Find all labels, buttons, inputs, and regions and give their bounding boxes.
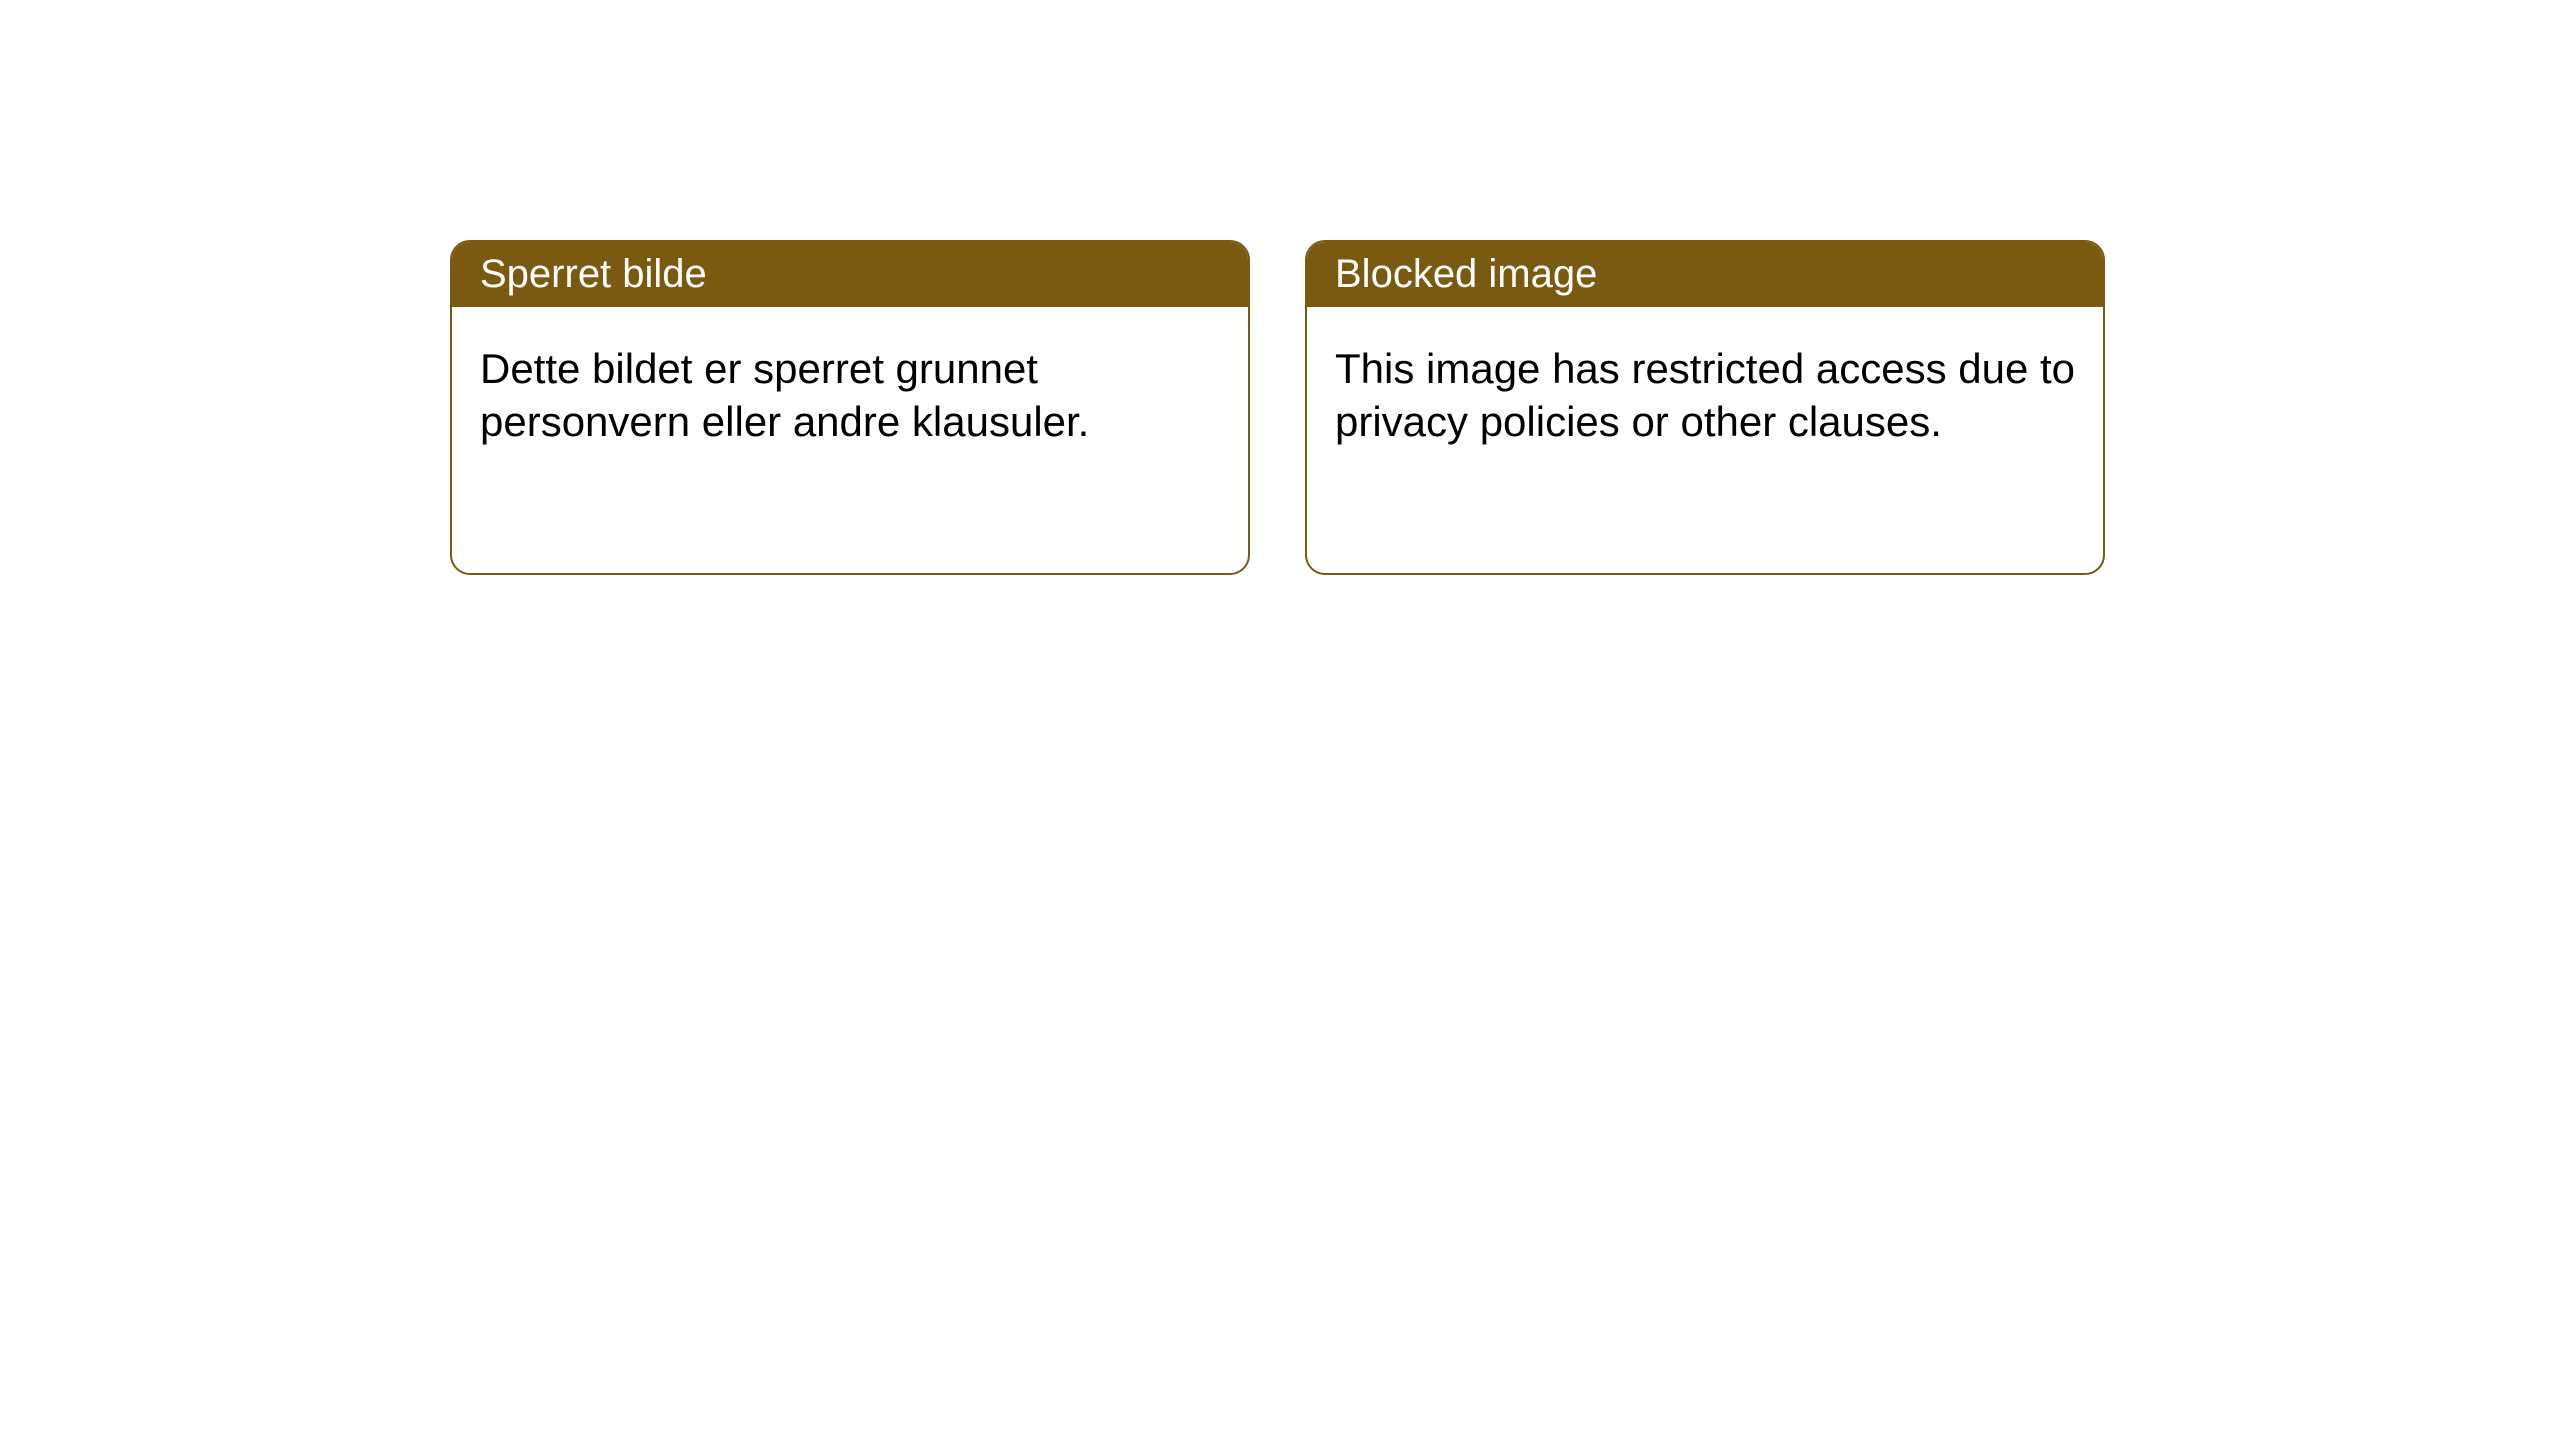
card-body-text: This image has restricted access due to …	[1335, 345, 2075, 445]
notice-cards-container: Sperret bilde Dette bildet er sperret gr…	[450, 240, 2560, 575]
notice-card-english: Blocked image This image has restricted …	[1305, 240, 2105, 575]
card-title: Sperret bilde	[480, 252, 707, 296]
card-body: Dette bildet er sperret grunnet personve…	[452, 307, 1248, 484]
card-title: Blocked image	[1335, 252, 1597, 296]
card-body: This image has restricted access due to …	[1307, 307, 2103, 484]
card-header: Sperret bilde	[452, 242, 1248, 307]
card-body-text: Dette bildet er sperret grunnet personve…	[480, 345, 1089, 445]
card-header: Blocked image	[1307, 242, 2103, 307]
notice-card-norwegian: Sperret bilde Dette bildet er sperret gr…	[450, 240, 1250, 575]
